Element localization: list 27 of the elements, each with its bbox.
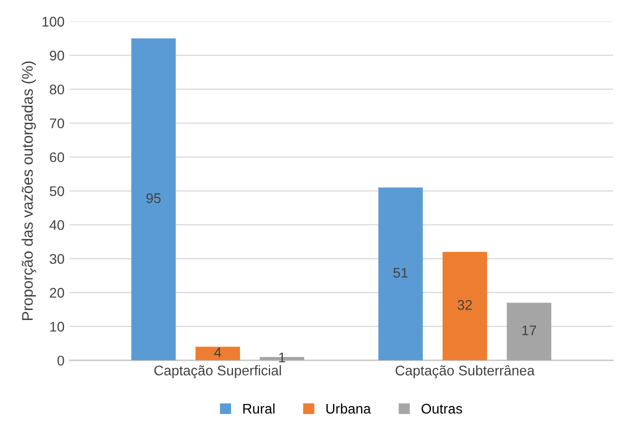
bar <box>442 252 488 360</box>
y-tick-label: 40 <box>50 220 64 230</box>
y-tick-label: 100 <box>42 16 64 27</box>
legend-label: Rural <box>243 403 274 414</box>
data-label: 95 <box>146 193 161 204</box>
y-axis-title: Proporção das vazões outorgadas (%) <box>22 61 36 320</box>
y-tick-label: 90 <box>50 50 64 61</box>
bar <box>196 346 240 360</box>
legend-label: Outras <box>422 404 462 414</box>
data-label: 51 <box>393 268 408 278</box>
y-tick-label: 20 <box>50 288 64 298</box>
bar <box>506 302 552 360</box>
y-tick-label: 0 <box>57 356 64 366</box>
y-tick-label: 10 <box>50 322 64 332</box>
data-label: 32 <box>458 300 472 310</box>
x-tick-label: Captação Subterrânea <box>396 365 535 378</box>
bar <box>378 188 423 360</box>
data-label: 4 <box>214 348 222 358</box>
x-tick-label: Captação Superficial <box>154 365 281 378</box>
y-tick-label: 80 <box>50 84 64 94</box>
y-tick-label: 70 <box>50 118 64 128</box>
y-tick-label: 30 <box>50 254 64 264</box>
bar <box>131 38 176 360</box>
y-tick-label: 50 <box>50 186 64 196</box>
y-tick-label: 60 <box>50 152 64 162</box>
data-label: 17 <box>522 326 536 336</box>
legend-label: Urbana <box>326 403 371 414</box>
